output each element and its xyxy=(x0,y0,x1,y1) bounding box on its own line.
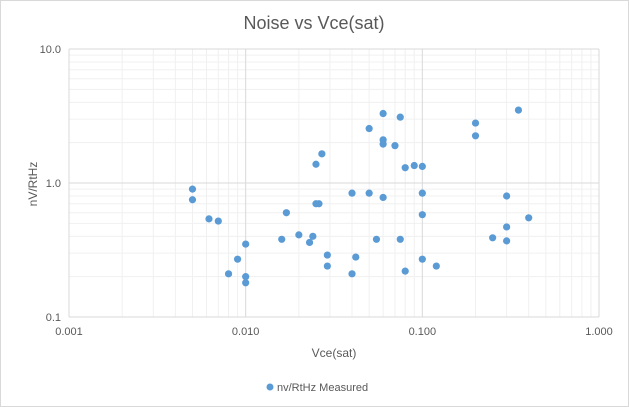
data-point xyxy=(242,279,250,287)
data-point xyxy=(188,185,197,193)
y-axis-title: nV/RtHz xyxy=(26,162,40,207)
data-point xyxy=(379,109,387,118)
data-point xyxy=(205,215,213,223)
data-point xyxy=(489,234,497,242)
data-point xyxy=(278,235,286,243)
x-tick-label: 0.100 xyxy=(409,326,437,338)
data-point xyxy=(242,273,250,281)
data-point xyxy=(214,217,222,225)
data-point xyxy=(418,255,426,263)
chart-title: Noise vs Vce(sat) xyxy=(243,13,384,33)
data-point xyxy=(401,164,409,172)
x-axis-title: Vce(sat) xyxy=(312,346,357,360)
data-point xyxy=(525,214,533,222)
y-tick-label: 1.0 xyxy=(46,178,61,190)
data-point xyxy=(323,251,331,259)
data-point xyxy=(471,132,480,140)
data-point xyxy=(503,192,511,200)
data-point xyxy=(410,161,418,170)
grid-lines xyxy=(68,48,600,318)
data-point xyxy=(242,240,250,248)
data-point xyxy=(323,262,331,270)
data-points xyxy=(188,106,533,287)
data-point xyxy=(348,189,356,197)
data-point xyxy=(432,262,440,270)
y-tick-label: 0.1 xyxy=(46,312,61,324)
data-point xyxy=(348,270,356,278)
legend: nv/RtHz Measured xyxy=(266,382,368,394)
x-tick-label: 0.010 xyxy=(232,326,260,338)
y-tick-label: 10.0 xyxy=(40,44,61,56)
data-point xyxy=(514,106,523,114)
legend-label: nv/RtHz Measured xyxy=(277,382,368,394)
data-point xyxy=(379,140,387,148)
data-point xyxy=(305,238,314,247)
data-point xyxy=(418,162,426,171)
data-point xyxy=(352,253,360,261)
data-point xyxy=(418,189,426,197)
data-point xyxy=(418,211,426,219)
data-point xyxy=(282,209,290,217)
data-point xyxy=(391,142,399,150)
data-point xyxy=(315,200,323,208)
data-point xyxy=(396,113,404,121)
x-tick-label: 0.001 xyxy=(55,326,83,338)
data-point xyxy=(379,193,387,202)
legend-marker xyxy=(266,383,274,391)
data-point xyxy=(401,267,409,275)
data-point xyxy=(503,237,511,245)
data-point xyxy=(318,150,326,158)
data-point xyxy=(365,189,373,197)
x-tick-label: 1.000 xyxy=(585,326,613,338)
data-point xyxy=(295,231,303,239)
data-point xyxy=(233,255,242,263)
data-point xyxy=(372,235,381,243)
data-point xyxy=(396,235,404,243)
data-point xyxy=(503,223,511,231)
data-point xyxy=(471,119,480,127)
data-point xyxy=(312,160,320,168)
data-point xyxy=(224,270,233,278)
data-point xyxy=(188,196,197,204)
data-point xyxy=(365,124,373,133)
data-point xyxy=(309,232,317,240)
tick-labels: 0.001 0.010 0.100 1.000 0.1 1.0 10.0 xyxy=(40,44,613,338)
